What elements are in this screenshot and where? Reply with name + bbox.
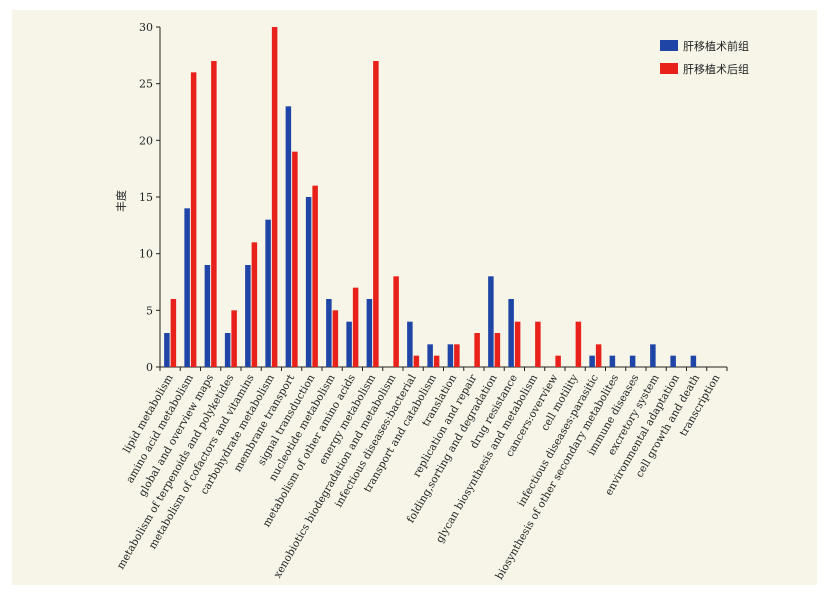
bar bbox=[373, 61, 379, 367]
legend-swatch bbox=[660, 63, 678, 74]
axes: 0 5 10 15 20 25 30 bbox=[139, 21, 728, 374]
bar bbox=[589, 355, 595, 367]
bar bbox=[346, 321, 352, 367]
bar bbox=[555, 355, 561, 367]
bar bbox=[292, 151, 298, 367]
bar bbox=[427, 344, 433, 367]
legend-swatch bbox=[660, 40, 678, 51]
bar bbox=[474, 333, 480, 367]
y-tick-label: 20 bbox=[139, 134, 153, 147]
y-axis-title: 丰度 bbox=[114, 190, 128, 212]
bar bbox=[312, 185, 318, 367]
bar bbox=[184, 208, 190, 367]
bar bbox=[326, 299, 332, 367]
bar bbox=[609, 355, 616, 367]
y-tick-label: 0 bbox=[146, 361, 153, 374]
bar bbox=[413, 355, 420, 367]
bar bbox=[231, 310, 237, 367]
bar bbox=[595, 344, 602, 367]
bar bbox=[332, 310, 339, 367]
bars bbox=[164, 27, 697, 367]
bar bbox=[407, 321, 413, 367]
bar bbox=[245, 265, 251, 367]
bar bbox=[690, 355, 697, 367]
y-tick-label: 25 bbox=[139, 78, 153, 91]
bar bbox=[650, 344, 656, 367]
bar bbox=[494, 333, 501, 367]
bar bbox=[575, 321, 582, 367]
bar bbox=[366, 299, 373, 367]
bar bbox=[251, 242, 258, 367]
bar bbox=[211, 61, 217, 367]
y-tick-label: 30 bbox=[139, 21, 153, 34]
bar bbox=[393, 276, 399, 367]
bar bbox=[629, 355, 636, 367]
bar bbox=[285, 106, 292, 367]
bar bbox=[352, 287, 359, 367]
bar bbox=[454, 344, 460, 367]
bar bbox=[271, 27, 278, 367]
bar bbox=[164, 333, 170, 367]
bar bbox=[224, 333, 231, 367]
bar bbox=[670, 355, 676, 367]
bar bbox=[508, 299, 514, 367]
y-tick-label: 10 bbox=[139, 248, 153, 261]
y-tick-label: 5 bbox=[146, 304, 153, 317]
legend-label: 肝移植术后组 bbox=[683, 62, 749, 76]
bar bbox=[488, 276, 494, 367]
y-tick-label: 15 bbox=[139, 191, 153, 204]
bar bbox=[265, 219, 271, 367]
chart-background: 0 5 10 15 20 25 30 lipid metabolism amino acid … bbox=[12, 10, 817, 585]
bar bbox=[190, 72, 197, 367]
bar bbox=[433, 355, 440, 367]
bar bbox=[305, 197, 312, 367]
bar bbox=[204, 265, 211, 367]
bar bbox=[170, 299, 177, 367]
legend-label: 肝移植术前组 bbox=[683, 39, 749, 53]
bar bbox=[535, 321, 541, 367]
bar bbox=[514, 321, 521, 367]
bar bbox=[447, 344, 454, 367]
